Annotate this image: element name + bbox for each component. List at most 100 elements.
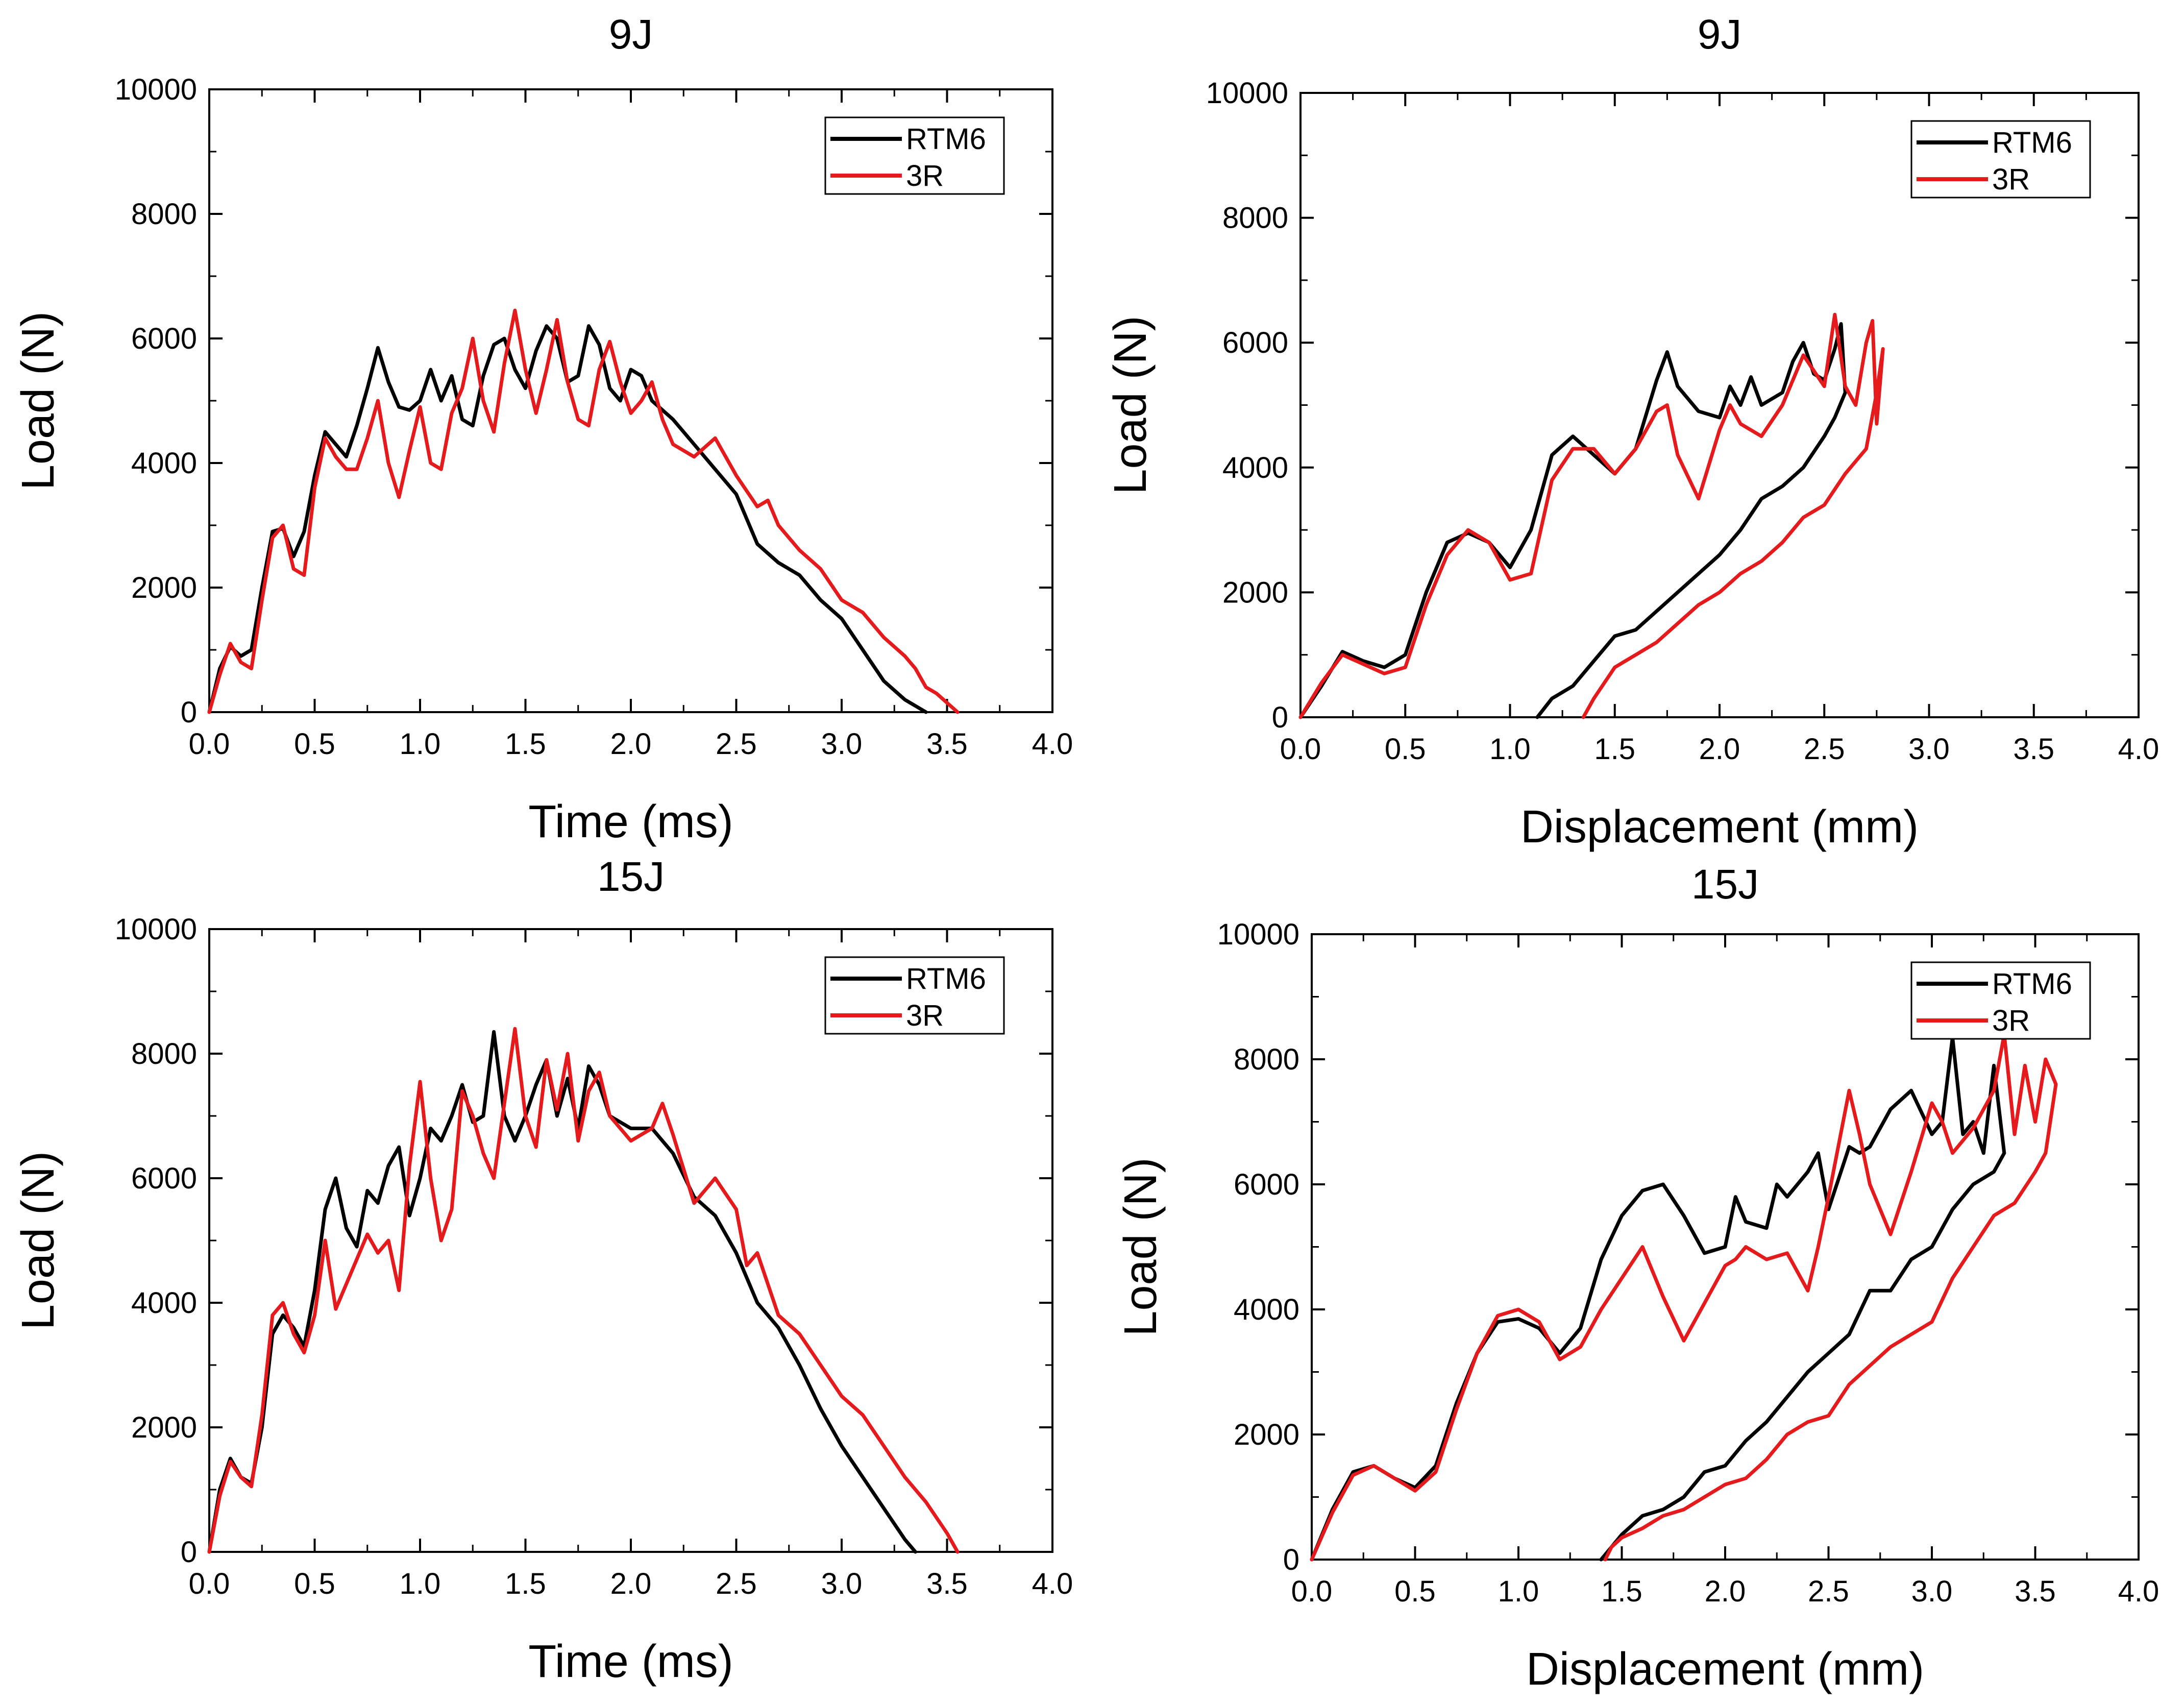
- x-axis-title: Displacement (mm): [1526, 1644, 1924, 1695]
- y-axis-title: Load (N): [1105, 315, 1156, 494]
- legend: RTM6 3R: [824, 956, 1005, 1035]
- legend-box: [824, 956, 1005, 1035]
- series-line-rtm6: [1310, 1035, 2006, 1562]
- x-tick-label: 1.0: [400, 1567, 441, 1600]
- x-tick-label: 2.5: [1804, 733, 1845, 766]
- y-tick-label: 4000: [1234, 1293, 1299, 1326]
- y-tick-label: 10000: [1206, 77, 1288, 110]
- y-tick-label: 2000: [131, 1411, 197, 1444]
- x-tick-label: 0.0: [1280, 733, 1321, 766]
- y-tick-label: 0: [181, 1536, 197, 1569]
- legend-label-3r: 3R: [1992, 1004, 2030, 1037]
- chart-title: 9J: [609, 11, 653, 58]
- x-tick-label: 0.0: [1291, 1575, 1333, 1608]
- chart-title: 15J: [1691, 861, 1759, 908]
- legend-label-rtm6: RTM6: [906, 123, 986, 156]
- legend-box: [1910, 961, 2091, 1040]
- chart-panel-4: 0.0 0.5 1.0 1.5 2.0 2.5 3.0 3.5 4.0 0 2000 4000 6000…: [1115, 861, 2159, 1695]
- y-axis-title: Load (N): [13, 311, 64, 490]
- x-tick-label: 2.5: [716, 727, 757, 761]
- x-tick-label: 2.0: [610, 1567, 652, 1600]
- series-line-rtm6: [207, 324, 928, 714]
- legend-label-rtm6: RTM6: [906, 962, 986, 995]
- x-tick-label: 0.5: [1385, 733, 1426, 766]
- x-tick-label: 1.5: [505, 1567, 546, 1600]
- chart-panel-1: 0.0 0.5 1.0 1.5 2.0 2.5 3.0 3.5 4.0 0 2000 4000 6000…: [13, 11, 1073, 847]
- x-tick-label: 2.0: [1699, 733, 1740, 766]
- x-tick-label: 0.0: [189, 1567, 230, 1600]
- legend-label-rtm6: RTM6: [1992, 967, 2072, 1001]
- x-tick-label: 1.5: [505, 727, 546, 761]
- x-tick-label: 2.5: [1808, 1575, 1849, 1608]
- chart-title: 15J: [597, 854, 665, 900]
- y-tick-label: 2000: [131, 571, 197, 604]
- y-tick-label: 6000: [1234, 1168, 1299, 1201]
- series-line-3r: [1310, 1032, 2058, 1562]
- x-tick-label: 0.5: [294, 1567, 335, 1600]
- x-tick-label: 0.0: [189, 727, 230, 761]
- x-tick-label: 1.0: [1489, 733, 1531, 766]
- legend-label-3r: 3R: [1992, 163, 2030, 196]
- legend-label-3r: 3R: [906, 159, 944, 192]
- chart-title: 9J: [1698, 11, 1742, 58]
- series-line-rtm6: [207, 1030, 917, 1554]
- y-tick-label: 10000: [1217, 918, 1299, 951]
- x-tick-label: 2.0: [610, 727, 652, 761]
- y-axis-title: Load (N): [13, 1151, 64, 1330]
- x-tick-label: 4.0: [1032, 727, 1073, 761]
- x-tick-label: 1.5: [1594, 733, 1635, 766]
- x-tick-label: 3.5: [2013, 733, 2054, 766]
- y-tick-label: 0: [1272, 701, 1288, 734]
- x-tick-label: 3.0: [821, 1567, 863, 1600]
- y-axis-title: Load (N): [1115, 1157, 1166, 1336]
- y-tick-label: 0: [1283, 1543, 1299, 1576]
- y-tick-label: 6000: [1222, 326, 1288, 359]
- x-tick-label: 2.0: [1705, 1575, 1746, 1608]
- x-tick-label: 4.0: [2118, 733, 2160, 766]
- x-tick-label: 2.5: [716, 1567, 757, 1600]
- chart-panel-2: 0.0 0.5 1.0 1.5 2.0 2.5 3.0 3.5 4.0 0 2000 4000 6000…: [1105, 11, 2159, 853]
- x-tick-label: 4.0: [2118, 1575, 2160, 1608]
- y-tick-label: 6000: [131, 1162, 197, 1195]
- y-tick-label: 8000: [1222, 202, 1288, 235]
- series-line-3r: [207, 1027, 960, 1554]
- y-tick-label: 4000: [131, 1286, 197, 1320]
- series-line-3r: [207, 308, 960, 714]
- x-tick-label: 3.5: [926, 727, 968, 761]
- y-tick-label: 0: [181, 696, 197, 729]
- y-tick-label: 4000: [1222, 451, 1288, 484]
- x-tick-label: 4.0: [1032, 1567, 1073, 1600]
- x-axis-title: Time (ms): [528, 796, 733, 847]
- x-tick-label: 0.5: [294, 727, 335, 761]
- legend-label-rtm6: RTM6: [1992, 126, 2072, 159]
- y-tick-label: 2000: [1234, 1418, 1299, 1451]
- x-tick-label: 3.5: [926, 1567, 968, 1600]
- x-tick-label: 1.5: [1601, 1575, 1642, 1608]
- y-tick-label: 10000: [115, 913, 197, 946]
- series-line-rtm6: [1298, 322, 1847, 719]
- series-line-3r: [1298, 312, 1885, 719]
- legend-box: [1910, 120, 2091, 199]
- x-tick-label: 3.5: [2015, 1575, 2056, 1608]
- legend: RTM6 3R: [1910, 120, 2091, 199]
- legend-box: [824, 116, 1005, 195]
- legend-label-3r: 3R: [906, 999, 944, 1032]
- x-tick-label: 3.0: [821, 727, 863, 761]
- chart-panel-3: 0.0 0.5 1.0 1.5 2.0 2.5 3.0 3.5 4.0 0 2000 4000 6000…: [13, 854, 1073, 1687]
- y-tick-label: 2000: [1222, 576, 1288, 609]
- x-tick-label: 3.0: [1908, 733, 1950, 766]
- y-tick-label: 10000: [115, 73, 197, 106]
- x-tick-label: 0.5: [1394, 1575, 1436, 1608]
- y-tick-label: 4000: [131, 447, 197, 480]
- y-tick-label: 8000: [1234, 1043, 1299, 1076]
- y-tick-label: 8000: [131, 198, 197, 231]
- y-tick-label: 6000: [131, 322, 197, 355]
- x-axis-title: Time (ms): [528, 1636, 733, 1687]
- x-tick-label: 3.0: [1911, 1575, 1953, 1608]
- x-tick-label: 1.0: [1498, 1575, 1539, 1608]
- x-axis-title: Displacement (mm): [1520, 801, 1919, 853]
- y-tick-label: 8000: [131, 1037, 197, 1071]
